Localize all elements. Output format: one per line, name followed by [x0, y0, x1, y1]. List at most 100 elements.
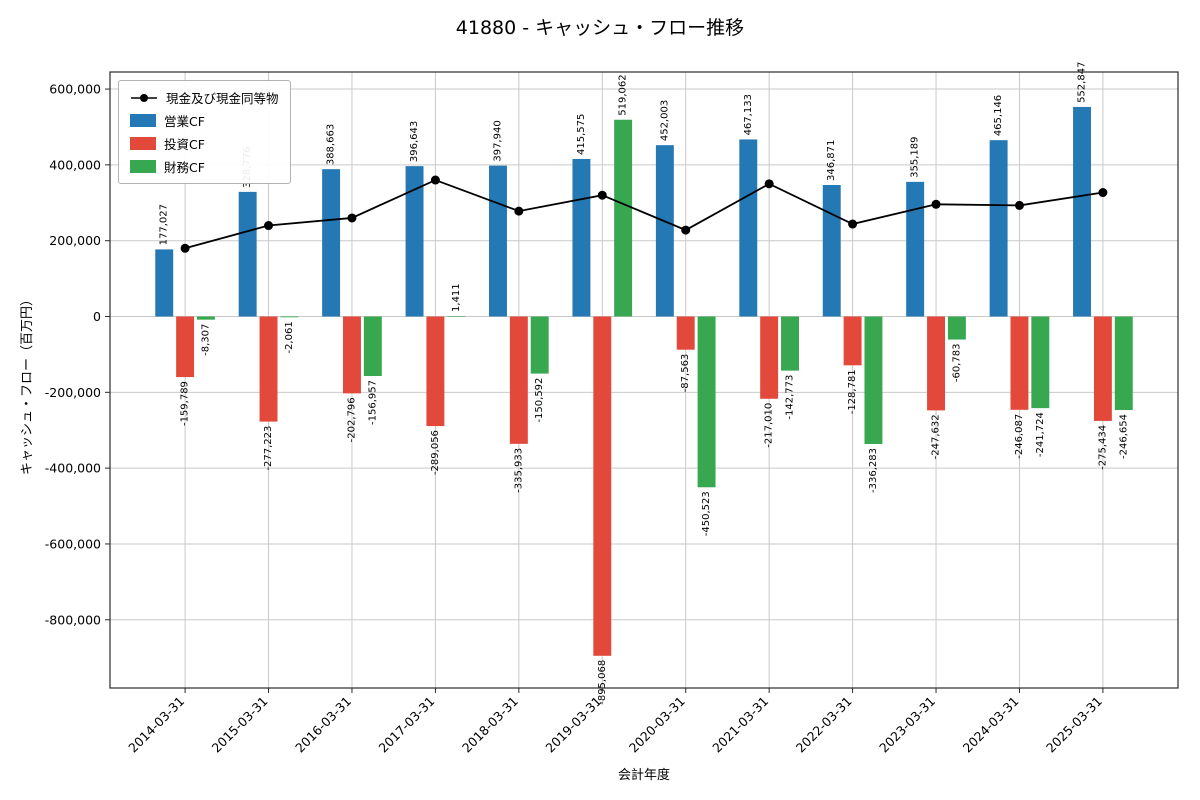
- bar-投資CF-2014-03-31: [176, 316, 195, 378]
- bar-営業CF-2020-03-31: [655, 145, 674, 317]
- chart-title: 41880 - キャッシュ・フロー推移: [455, 17, 745, 39]
- bar-value-label: 467,133: [743, 94, 754, 135]
- x-tick-label: 2023-03-31: [876, 694, 938, 756]
- bar-value-label: -142,773: [785, 375, 796, 420]
- y-tick-label: -400,000: [45, 461, 101, 476]
- x-tick-label: 2024-03-31: [960, 694, 1022, 756]
- bar-財務CF-2021-03-31: [781, 316, 799, 371]
- bar-value-label: 346,871: [826, 140, 837, 181]
- bar-value-label: -277,223: [263, 426, 274, 471]
- legend-swatch: [130, 137, 156, 150]
- bar-営業CF-2017-03-31: [405, 166, 424, 317]
- bar-value-label: -150,592: [534, 378, 545, 423]
- bar-財務CF-2016-03-31: [363, 316, 382, 377]
- y-tick-label: -600,000: [45, 536, 101, 551]
- bar-財務CF-2019-03-31: [614, 119, 633, 317]
- bar-value-label: -2,061: [284, 321, 295, 353]
- bar-財務CF-2014-03-31: [196, 316, 215, 320]
- bar-value-label: -60,783: [951, 344, 962, 383]
- cash-line-marker: [764, 179, 774, 189]
- bar-value-label: 452,003: [659, 100, 670, 141]
- y-tick-label: -800,000: [45, 612, 101, 627]
- bar-value-label: 1,411: [451, 283, 462, 312]
- legend-item-投資CF: 投資CF: [130, 134, 279, 153]
- bar-value-label: 355,189: [910, 137, 921, 178]
- legend-swatch: [130, 160, 156, 173]
- bar-投資CF-2015-03-31: [259, 316, 278, 422]
- legend-label: 財務CF: [164, 160, 205, 175]
- bar-value-label: 397,940: [492, 120, 503, 161]
- bar-営業CF-2018-03-31: [489, 165, 507, 317]
- bar-value-label: 177,027: [159, 204, 170, 245]
- legend-label: 投資CF: [164, 137, 205, 152]
- bar-value-label: -247,632: [931, 414, 942, 459]
- cash-line-marker: [1098, 188, 1108, 198]
- bar-投資CF-2022-03-31: [843, 316, 862, 366]
- x-tick-label: 2025-03-31: [1043, 694, 1105, 756]
- x-axis-label: 会計年度: [617, 768, 670, 783]
- bar-投資CF-2025-03-31: [1093, 316, 1112, 421]
- bar-value-label: -156,957: [367, 380, 378, 425]
- bar-財務CF-2020-03-31: [697, 316, 716, 488]
- bar-value-label: -202,796: [346, 397, 357, 442]
- x-tick-label: 2022-03-31: [793, 694, 855, 756]
- y-tick-label: 0: [93, 309, 101, 324]
- bar-営業CF-2015-03-31: [238, 191, 257, 317]
- bar-営業CF-2023-03-31: [906, 181, 925, 317]
- bar-財務CF-2023-03-31: [947, 316, 966, 340]
- bar-投資CF-2019-03-31: [593, 316, 612, 656]
- bar-value-label: -335,933: [513, 448, 524, 493]
- bar-value-label: -275,434: [1097, 425, 1108, 470]
- bar-営業CF-2022-03-31: [822, 185, 841, 317]
- x-tick-label: 2020-03-31: [626, 694, 688, 756]
- bar-投資CF-2020-03-31: [676, 316, 695, 350]
- bar-value-label: 388,663: [326, 124, 337, 165]
- x-tick-label: 2017-03-31: [376, 694, 438, 756]
- y-tick-label: 200,000: [49, 233, 101, 248]
- y-tick-label: 600,000: [49, 82, 101, 97]
- bar-value-label: 396,643: [409, 121, 420, 162]
- x-tick-label: 2019-03-31: [542, 694, 604, 756]
- cash-line-marker: [514, 206, 524, 216]
- cash-line-marker: [848, 219, 858, 229]
- bar-value-label: -8,307: [200, 324, 211, 356]
- bar-財務CF-2018-03-31: [530, 316, 549, 374]
- legend-item-cash-line: 現金及び現金同等物: [130, 88, 279, 107]
- legend-label: 現金及び現金同等物: [166, 91, 279, 106]
- bar-投資CF-2017-03-31: [426, 316, 445, 427]
- legend-item-財務CF: 財務CF: [130, 157, 279, 176]
- bar-投資CF-2018-03-31: [509, 316, 528, 444]
- bar-value-label: -246,654: [1118, 414, 1129, 459]
- bar-営業CF-2024-03-31: [989, 140, 1008, 317]
- bar-value-label: -217,010: [764, 403, 775, 448]
- bar-value-label: -450,523: [701, 491, 712, 536]
- cash-line-marker: [430, 175, 440, 185]
- bar-value-label: -289,056: [430, 430, 441, 475]
- y-tick-label: -200,000: [45, 385, 101, 400]
- bar-value-label: 465,146: [993, 95, 1004, 136]
- bar-投資CF-2024-03-31: [1010, 316, 1029, 410]
- bar-財務CF-2022-03-31: [864, 316, 883, 444]
- cash-line: [184, 179, 1104, 250]
- bar-営業CF-2019-03-31: [572, 158, 591, 317]
- legend-item-営業CF: 営業CF: [130, 111, 279, 130]
- cash-line-marker: [681, 225, 691, 235]
- bar-財務CF-2024-03-31: [1031, 316, 1050, 409]
- bar-営業CF-2021-03-31: [739, 139, 758, 317]
- cash-line-marker: [931, 199, 941, 209]
- bar-投資CF-2021-03-31: [760, 316, 779, 399]
- cash-line-marker: [347, 213, 357, 223]
- bar-value-label: 415,575: [576, 114, 587, 155]
- cash-line-marker: [1014, 200, 1024, 210]
- cash-line-marker: [597, 190, 607, 200]
- x-tick-label: 2014-03-31: [125, 694, 187, 756]
- legend: 現金及び現金同等物営業CF 投資CF 財務CF: [118, 80, 291, 184]
- bar-営業CF-2016-03-31: [322, 169, 341, 317]
- bar-営業CF-2025-03-31: [1073, 106, 1092, 317]
- bar-投資CF-2016-03-31: [342, 316, 361, 394]
- bar-value-label: 519,062: [618, 74, 629, 115]
- x-tick-label: 2018-03-31: [459, 694, 521, 756]
- bar-value-label: -895,068: [597, 660, 608, 705]
